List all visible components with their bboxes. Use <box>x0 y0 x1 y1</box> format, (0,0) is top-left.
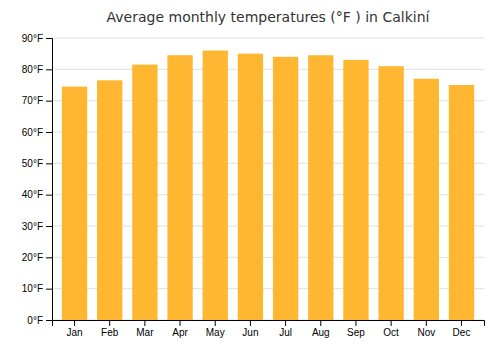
tick-mark <box>215 320 216 326</box>
grid <box>52 38 484 320</box>
tick-mark <box>250 320 251 326</box>
tick: Aug <box>312 320 330 338</box>
bar <box>167 55 192 320</box>
tick-mark <box>46 132 52 133</box>
tick-label: Jul <box>279 327 292 338</box>
tick-label: May <box>206 327 225 338</box>
tick-mark <box>46 226 52 227</box>
tick: 60°F <box>22 127 52 138</box>
tick-mark <box>46 289 52 290</box>
tick-label: 60°F <box>22 127 43 138</box>
tick-mark <box>355 320 356 326</box>
tick-mark <box>391 320 392 326</box>
tick-label: Apr <box>172 327 188 338</box>
bars <box>62 51 474 320</box>
tick-mark <box>46 101 52 102</box>
tick-label: Mar <box>136 327 154 338</box>
tick: Sep <box>347 320 365 338</box>
tick-mark <box>109 320 110 326</box>
tick: Jul <box>279 320 292 338</box>
tick-mark <box>46 320 52 321</box>
tick-label: Oct <box>383 327 399 338</box>
bar <box>378 66 403 320</box>
bar <box>308 55 333 320</box>
tick: Jan <box>66 320 82 338</box>
tick: Mar <box>136 320 154 338</box>
bar <box>449 85 474 320</box>
tick-mark <box>46 257 52 258</box>
bar <box>203 51 228 320</box>
bar <box>97 80 122 320</box>
tick-label: 70°F <box>22 95 43 106</box>
tick-mark <box>180 320 181 326</box>
tick-label: Jan <box>66 327 82 338</box>
y-axis: 0°F 10°F 20°F 30°F 40°F 50°F 60°F 70°F 80°F 90°F <box>22 33 53 326</box>
tick-mark <box>74 320 75 326</box>
tick-label: 90°F <box>22 33 43 44</box>
tick-label: Aug <box>312 327 330 338</box>
tick-label: Jun <box>242 327 258 338</box>
chart: 0°F 10°F 20°F 30°F 40°F 50°F 60°F 70°F 80°F 90°F J… <box>0 0 500 350</box>
tick-mark <box>46 195 52 196</box>
bar <box>238 54 263 320</box>
tick: 50°F <box>22 158 52 169</box>
tick: 80°F <box>22 64 52 75</box>
axis-domain <box>46 39 53 321</box>
tick: 0°F <box>27 315 52 326</box>
tick-label: 20°F <box>22 252 43 263</box>
bar <box>343 60 368 320</box>
tick-mark <box>46 69 52 70</box>
grid-line <box>52 38 484 39</box>
axis-domain <box>53 321 485 327</box>
tick-label: 0°F <box>27 315 43 326</box>
bar <box>273 57 298 320</box>
bar <box>414 79 439 320</box>
tick-mark <box>144 320 145 326</box>
tick-label: 10°F <box>22 283 43 294</box>
tick-mark <box>285 320 286 326</box>
plot: 0°F 10°F 20°F 30°F 40°F 50°F 60°F 70°F 80°F 90°F J… <box>22 33 485 338</box>
bar <box>62 87 87 320</box>
tick-mark <box>461 320 462 326</box>
tick-mark <box>46 38 52 39</box>
tick: 40°F <box>22 189 52 200</box>
tick: 30°F <box>22 221 52 232</box>
tick: 90°F <box>22 33 52 44</box>
tick-label: 80°F <box>22 64 43 75</box>
tick: Oct <box>383 320 399 338</box>
grid-line <box>52 69 484 70</box>
tick: Apr <box>172 320 188 338</box>
tick: May <box>206 320 225 338</box>
tick: 10°F <box>22 283 52 294</box>
tick-label: Feb <box>101 327 119 338</box>
tick-label: 30°F <box>22 221 43 232</box>
tick: Feb <box>101 320 119 338</box>
tick-label: 50°F <box>22 158 43 169</box>
tick: Jun <box>242 320 258 338</box>
tick-mark <box>46 163 52 164</box>
title: Average monthly temperatures (°F ) in Ca… <box>107 9 431 25</box>
bar <box>132 65 157 320</box>
x-axis: Jan Feb Mar Apr May Jun Jul Aug Sep Oct Nov Dec <box>53 320 485 338</box>
tick: 20°F <box>22 252 52 263</box>
tick-label: Nov <box>417 327 435 338</box>
tick-label: Dec <box>453 327 471 338</box>
tick-mark <box>320 320 321 326</box>
tick: Dec <box>453 320 471 338</box>
tick: 70°F <box>22 95 52 106</box>
tick-mark <box>426 320 427 326</box>
tick-label: 40°F <box>22 189 43 200</box>
tick: Nov <box>417 320 435 338</box>
tick-label: Sep <box>347 327 365 338</box>
